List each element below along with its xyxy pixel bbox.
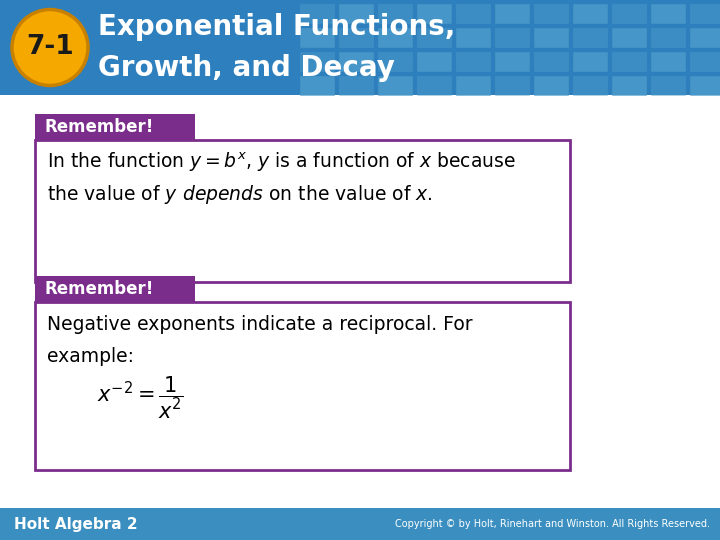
Bar [651,28,685,47]
Bar [456,4,490,23]
Bar [573,52,607,71]
Bar [690,76,720,95]
Text: $x^{-2} = \dfrac{1}{x^2}$: $x^{-2} = \dfrac{1}{x^2}$ [97,375,184,421]
Bar [35,140,570,282]
Bar [417,28,451,47]
Bar [300,76,334,95]
Text: Copyright © by Holt, Rinehart and Winston. All Rights Reserved.: Copyright © by Holt, Rinehart and Winsto… [395,519,710,529]
Bar [495,76,529,95]
Bar [417,76,451,95]
Bar [534,76,568,95]
Bar [417,4,451,23]
Bar [573,4,607,23]
Text: Remember!: Remember! [44,118,153,136]
Bar [690,52,720,71]
Text: the value of $\mathit{y\ depends}$ on the value of $x$.: the value of $\mathit{y\ depends}$ on th… [47,183,433,206]
Bar [0,0,720,95]
Bar [456,28,490,47]
Bar [690,28,720,47]
Text: Exponential Functions,: Exponential Functions, [98,12,455,40]
Bar [651,76,685,95]
Bar [534,52,568,71]
Bar [35,114,195,140]
Bar [456,76,490,95]
Bar [378,76,412,95]
Text: Growth, and Decay: Growth, and Decay [98,55,395,83]
Bar [534,4,568,23]
Bar [35,276,195,302]
Bar [339,4,373,23]
Bar [378,52,412,71]
Bar [612,28,646,47]
Bar [300,4,334,23]
Text: 7-1: 7-1 [26,35,74,60]
Circle shape [12,10,88,85]
Bar [495,52,529,71]
Bar [612,4,646,23]
Bar [495,28,529,47]
Bar [300,52,334,71]
Bar [300,28,334,47]
Bar [417,52,451,71]
Bar [456,52,490,71]
Bar [495,4,529,23]
Text: In the function $y = b^x$, $y$ is a function of $x$ because: In the function $y = b^x$, $y$ is a func… [47,150,516,174]
Bar [339,76,373,95]
Bar [690,4,720,23]
Text: Negative exponents indicate a reciprocal. For: Negative exponents indicate a reciprocal… [47,314,472,334]
Bar [651,52,685,71]
Bar [612,76,646,95]
Text: example:: example: [47,347,134,366]
Text: Holt Algebra 2: Holt Algebra 2 [14,516,138,531]
Bar [612,52,646,71]
Bar [35,302,570,470]
Bar [651,4,685,23]
Bar [573,76,607,95]
Bar [0,508,720,540]
Bar [534,28,568,47]
Bar [573,28,607,47]
Bar [339,52,373,71]
Bar [378,28,412,47]
Text: Remember!: Remember! [44,280,153,298]
Bar [378,4,412,23]
Bar [339,28,373,47]
